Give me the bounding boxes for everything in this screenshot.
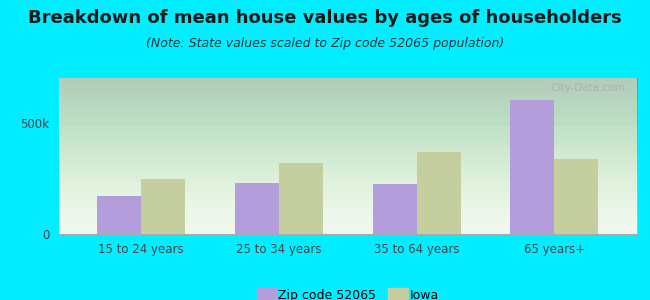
Bar (554, 159, 599, 234)
Text: Breakdown of mean house values by ages of householders: Breakdown of mean house values by ages o… (28, 9, 622, 27)
Text: (Note: State values scaled to Zip code 52065 population): (Note: State values scaled to Zip code 5… (146, 38, 504, 50)
Bar (417, 152, 461, 234)
Bar (372, 184, 417, 234)
Bar (141, 179, 185, 234)
Bar (510, 100, 554, 234)
Bar (235, 183, 279, 234)
Text: City-Data.com: City-Data.com (551, 83, 625, 93)
Legend: Zip code 52065, Iowa: Zip code 52065, Iowa (252, 284, 444, 300)
Bar (279, 163, 323, 234)
Bar (97, 196, 141, 234)
